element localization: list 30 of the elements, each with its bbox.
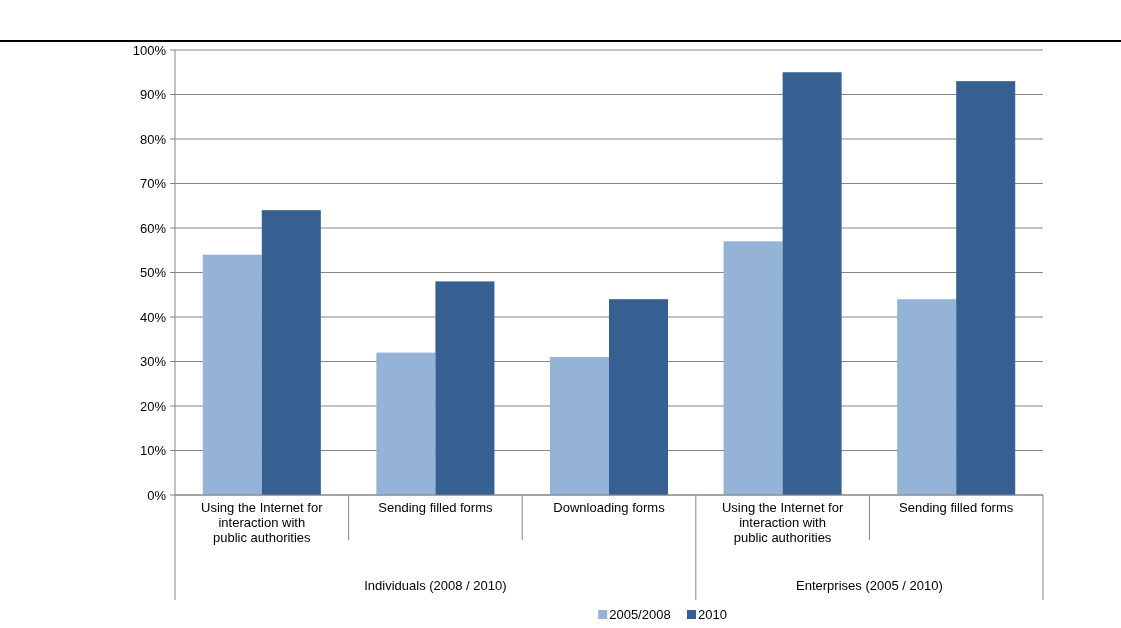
y-tick-label: 90%: [139, 87, 167, 103]
bar: [435, 281, 495, 495]
legend-label: 2005/2008: [609, 607, 671, 622]
bar: [956, 81, 1016, 495]
x-tick-label: Sending filled forms: [899, 500, 1014, 515]
y-tick-label: 70%: [139, 176, 167, 192]
y-tick-label: 10%: [139, 443, 167, 459]
bar: [897, 299, 957, 495]
y-tick-label: 60%: [139, 220, 167, 236]
text: Enterprises (2005 / 2010): [796, 578, 943, 593]
bar: [723, 241, 783, 495]
text: Individuals (2008 / 2010): [364, 578, 507, 593]
bar: [261, 210, 321, 495]
y-tick-label: 0%: [147, 487, 167, 503]
x-tick-label: Using the Internet for interaction with public authorities: [201, 500, 324, 545]
bar: [782, 72, 842, 495]
bar: [202, 254, 262, 495]
y-tick-label: 80%: [139, 131, 167, 147]
x-tick-label: Sending filled forms: [378, 500, 493, 515]
x-tick-label: Downloading forms: [553, 500, 666, 515]
bar: [549, 357, 609, 495]
y-tick-label: 50%: [139, 265, 167, 281]
y-tick-label: 20%: [139, 398, 167, 414]
y-tick-label: 100%: [132, 42, 167, 58]
bar: [376, 352, 436, 495]
y-tick-label: 40%: [139, 309, 167, 325]
bar: [609, 299, 669, 495]
legend-label: 2010: [698, 607, 727, 622]
y-tick-label: 30%: [139, 354, 167, 370]
x-tick-label: Using the Internet for interaction with public authorities: [721, 500, 844, 545]
